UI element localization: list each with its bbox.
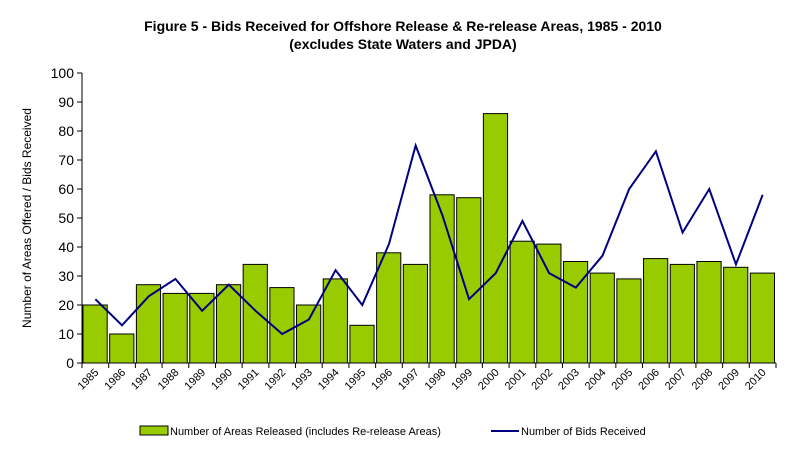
- x-tick-label: 1987: [129, 367, 155, 393]
- x-tick-label: 2007: [663, 367, 689, 393]
- bar-1996: [376, 252, 402, 364]
- bar-1994: [322, 278, 348, 364]
- bar-1991: [242, 263, 268, 364]
- bar-2002: [536, 243, 562, 364]
- y-tick-label: 90: [58, 94, 74, 110]
- x-tick-label: 1993: [289, 367, 315, 393]
- bar-1999: [456, 197, 482, 364]
- x-tick-label: 2008: [690, 367, 716, 393]
- line-bids-received: [94, 142, 764, 336]
- x-tick-label: 1999: [449, 367, 475, 393]
- bar-1993: [296, 304, 322, 364]
- x-tick-label: 1986: [102, 367, 128, 393]
- x-tick-label: 1990: [209, 367, 235, 393]
- y-axis-label: Number of Areas Offered / Bids Received: [20, 108, 34, 328]
- bar-2008: [696, 261, 722, 364]
- bar-2004: [589, 272, 615, 364]
- bar-1988: [162, 292, 188, 364]
- y-tick-label: 80: [58, 123, 74, 139]
- y-tick-label: 10: [58, 326, 74, 342]
- x-tick-label: 1985: [76, 367, 102, 393]
- bar-1990: [215, 284, 242, 364]
- legend-label-bars: Number of Areas Released (includes Re-re…: [170, 426, 441, 438]
- x-tick-label: 1991: [236, 367, 262, 393]
- bar-1986: [109, 333, 135, 364]
- x-tick-label: 1992: [263, 367, 289, 393]
- y-tick-label: 60: [58, 181, 74, 197]
- bar-1989: [189, 292, 215, 364]
- x-tick-label: 2005: [610, 367, 636, 393]
- x-tick-label: 1998: [423, 367, 449, 393]
- y-tick-label: 50: [58, 210, 74, 226]
- bar-2001: [509, 240, 535, 364]
- bar-1998: [429, 194, 455, 364]
- chart-title: Figure 5 - Bids Received for Offshore Re…: [144, 18, 662, 34]
- bar-1997: [402, 263, 428, 364]
- x-tick-label: 1988: [156, 367, 182, 393]
- x-tick-label: 2002: [529, 367, 555, 393]
- bar-1995: [349, 324, 375, 364]
- x-tick-label: 2003: [556, 367, 582, 393]
- x-tick-label: 2000: [476, 367, 502, 393]
- bar-2007: [669, 263, 695, 364]
- x-tick-label: 1997: [396, 367, 422, 393]
- x-tick-label: 2006: [636, 367, 662, 393]
- y-tick-label: 0: [66, 355, 74, 371]
- y-tick-label: 30: [58, 268, 74, 284]
- bar-1985: [82, 304, 108, 364]
- legend-swatch-bars: [139, 425, 169, 436]
- bar-2010: [749, 272, 775, 364]
- x-tick-label: 2009: [716, 367, 742, 393]
- bar-2000: [482, 113, 509, 364]
- y-tick-label: 20: [58, 297, 74, 313]
- legend-label-line: Number of Bids Received: [521, 426, 646, 438]
- x-tick-label: 1996: [369, 367, 395, 393]
- x-tick-label: 1995: [343, 367, 369, 393]
- x-tick-label: 1989: [182, 367, 208, 393]
- chart-subtitle: (excludes State Waters and JPDA): [289, 36, 517, 52]
- y-tick-label: 70: [58, 152, 74, 168]
- bar-1992: [269, 287, 295, 364]
- x-tick-label: 2001: [503, 367, 529, 393]
- y-tick-label: 40: [58, 239, 74, 255]
- x-tick-label: 2010: [743, 367, 769, 393]
- x-tick-label: 1994: [316, 367, 342, 393]
- x-tick-label: 2004: [583, 367, 609, 393]
- y-tick-label: 100: [51, 65, 75, 81]
- bar-2006: [643, 258, 669, 364]
- bar-2009: [723, 266, 749, 364]
- bar-2005: [616, 278, 642, 364]
